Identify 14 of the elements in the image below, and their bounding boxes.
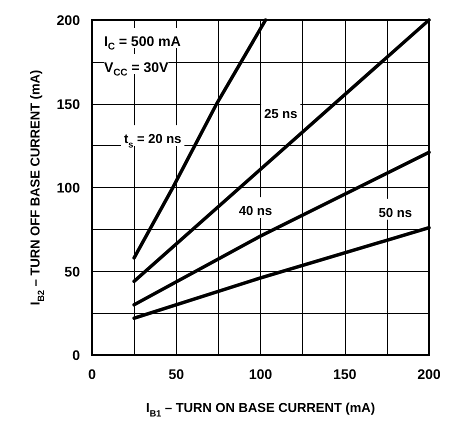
series-label: 25 ns <box>264 106 298 121</box>
y-tick-label: 0 <box>72 347 80 363</box>
series-label: 50 ns <box>378 204 412 220</box>
y-tick-label: 200 <box>56 12 80 28</box>
x-tick-label: 50 <box>168 366 184 382</box>
series-label: 40 ns <box>238 203 272 218</box>
x-tick-label: 0 <box>88 366 96 382</box>
y-tick-label: 50 <box>64 263 80 280</box>
x-tick-label: 100 <box>248 366 272 382</box>
y-tick-label: 150 <box>56 96 80 112</box>
y-tick-label: 100 <box>56 180 80 196</box>
y-axis-title: IB2 – TURN OFF BASE CURRENT (mA) <box>28 70 46 306</box>
x-tick-label: 150 <box>333 366 357 382</box>
x-tick-label: 200 <box>417 366 441 382</box>
